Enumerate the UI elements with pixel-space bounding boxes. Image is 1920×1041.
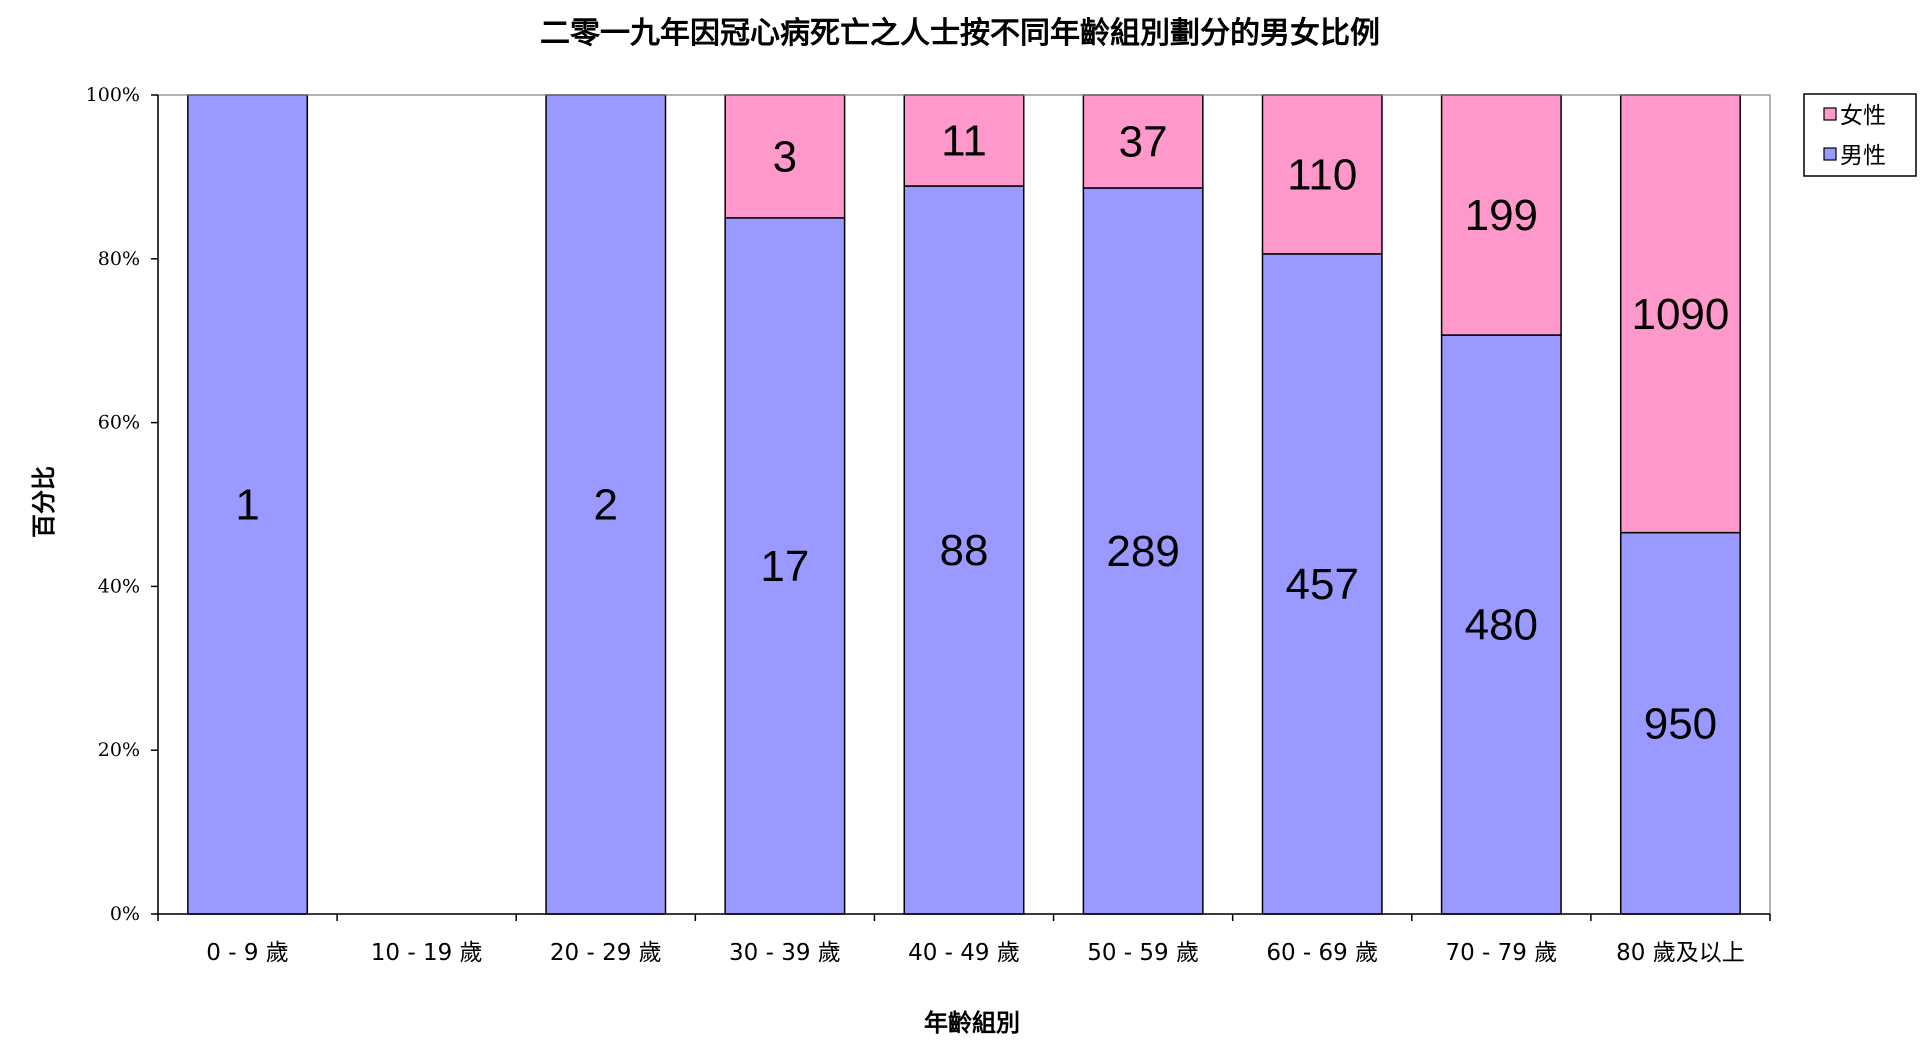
data-label: 11	[941, 117, 987, 166]
data-label: 1	[235, 481, 259, 530]
legend-swatch	[1823, 107, 1837, 121]
data-label: 88	[940, 526, 989, 575]
data-label: 37	[1119, 117, 1168, 166]
bar-segment	[1082, 187, 1204, 915]
bar-segment	[1619, 94, 1741, 534]
bar-segment	[903, 94, 1025, 187]
bar-segment	[724, 94, 846, 219]
y-tick-label: 60%	[98, 412, 140, 434]
y-axis-title: 百分比	[30, 466, 58, 538]
bar-segment	[724, 217, 846, 915]
x-category-label: 50 - 59 歲	[1087, 940, 1199, 966]
legend-label: 男性	[1840, 143, 1886, 169]
data-label: 289	[1106, 527, 1179, 576]
y-tick-label: 20%	[98, 739, 140, 761]
x-category-label: 60 - 69 歲	[1266, 940, 1378, 966]
data-labels-layer: 1 2 17 3 88 11 289 37 457 110 480 199 950 1090	[235, 117, 1729, 749]
y-tick-label: 80%	[98, 248, 140, 270]
x-category-label: 0 - 9 歲	[206, 940, 289, 966]
y-tick-label: 0%	[110, 903, 140, 925]
legend-box	[1803, 93, 1917, 177]
data-label: 110	[1287, 150, 1357, 199]
y-tick-label: 100%	[86, 84, 140, 106]
bar-segment	[1082, 94, 1204, 189]
x-category-label: 80 歲及以上	[1616, 940, 1745, 966]
x-axis-title: 年齡組別	[924, 1009, 1020, 1037]
axis-layer: 0% 20% 40% 60% 80% 100% 0 - 9 歲 10 - 19 歲 20 - 2…	[86, 84, 1771, 966]
bar-segment	[187, 94, 309, 915]
legend-label: 女性	[1840, 103, 1886, 129]
x-category-label: 40 - 49 歲	[908, 940, 1020, 966]
x-category-label: 30 - 39 歲	[729, 940, 841, 966]
y-tick-label: 40%	[98, 575, 140, 597]
bar-segment	[1440, 94, 1562, 336]
bar-segment	[1261, 94, 1383, 255]
x-category-label: 70 - 79 歲	[1445, 940, 1557, 966]
data-label: 1090	[1631, 290, 1729, 339]
x-category-label: 10 - 19 歲	[371, 940, 483, 966]
bar-segment	[1619, 531, 1741, 915]
x-category-label: 20 - 29 歲	[550, 940, 662, 966]
data-label: 3	[773, 132, 797, 181]
data-label: 17	[760, 542, 809, 591]
bar-segment	[1261, 253, 1383, 915]
data-label: 199	[1465, 191, 1538, 240]
data-label: 950	[1644, 699, 1717, 748]
data-label: 457	[1286, 560, 1359, 609]
chart-title: 二零一九年因冠心病死亡之人士按不同年齡組別劃分的男女比例	[540, 16, 1380, 51]
legend-swatch	[1823, 147, 1837, 161]
bars-layer	[187, 94, 1741, 915]
data-label: 480	[1465, 601, 1538, 650]
data-label: 2	[594, 481, 618, 530]
